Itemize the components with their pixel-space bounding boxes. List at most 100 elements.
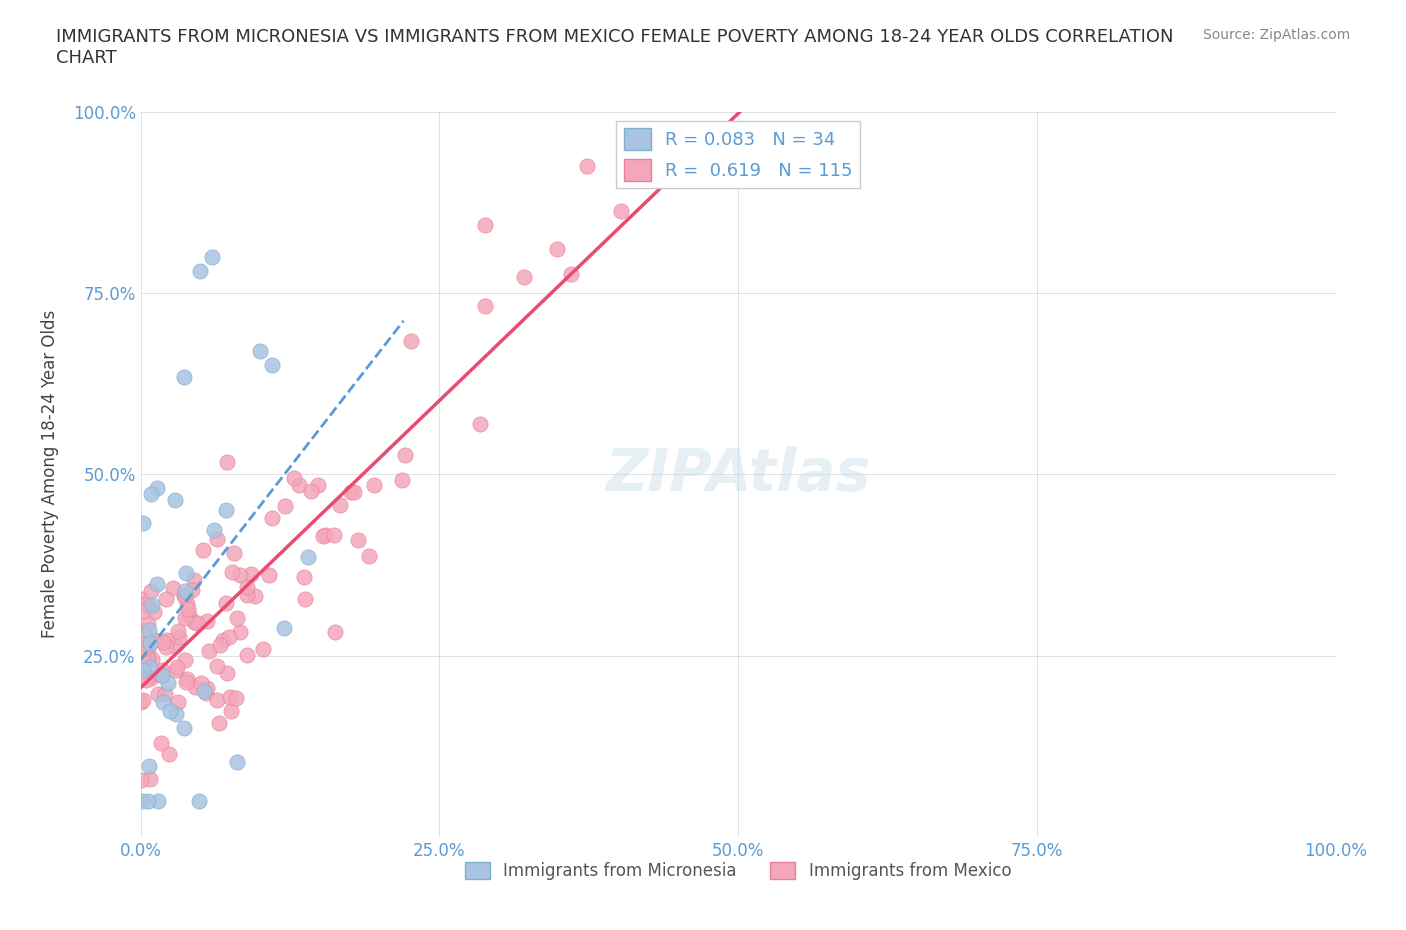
Immigrants from Mexico	[136, 617, 159, 631]
Immigrants from Mexico	[183, 615, 205, 630]
Immigrants from Mexico	[194, 685, 217, 700]
Immigrants from Mexico	[394, 447, 416, 462]
Immigrants from Micronesia	[141, 598, 163, 613]
Immigrants from Micronesia	[173, 370, 195, 385]
Immigrants from Micronesia	[132, 515, 155, 530]
Immigrants from Micronesia	[131, 793, 153, 808]
Immigrants from Mexico	[166, 660, 188, 675]
Immigrants from Mexico	[474, 218, 496, 232]
Immigrants from Mexico	[136, 670, 159, 684]
Immigrants from Mexico	[208, 716, 231, 731]
Immigrants from Mexico	[195, 681, 218, 696]
Immigrants from Mexico	[391, 472, 413, 487]
Legend: Immigrants from Micronesia, Immigrants from Mexico: Immigrants from Micronesia, Immigrants f…	[458, 856, 1018, 886]
Immigrants from Mexico	[141, 652, 163, 667]
Immigrants from Mexico	[207, 531, 229, 546]
Immigrants from Mexico	[129, 773, 152, 788]
Immigrants from Mexico	[174, 653, 197, 668]
Immigrants from Mexico	[150, 668, 173, 683]
Immigrants from Mexico	[129, 694, 152, 709]
Immigrants from Mexico	[292, 569, 315, 584]
Immigrants from Mexico	[134, 637, 156, 652]
Immigrants from Mexico	[301, 484, 323, 498]
Immigrants from Micronesia	[201, 249, 224, 264]
Immigrants from Mexico	[221, 565, 243, 579]
Immigrants from Mexico	[132, 653, 155, 668]
Immigrants from Mexico	[167, 695, 190, 710]
Immigrants from Mexico	[173, 589, 195, 604]
Text: Source: ZipAtlas.com: Source: ZipAtlas.com	[1202, 28, 1350, 42]
Immigrants from Mexico	[177, 601, 200, 616]
Immigrants from Mexico	[610, 204, 633, 219]
Immigrants from Micronesia	[141, 486, 163, 501]
Immigrants from Mexico	[212, 633, 235, 648]
Immigrants from Mexico	[219, 703, 242, 718]
Immigrants from Mexico	[138, 642, 160, 657]
Immigrants from Micronesia	[173, 720, 195, 735]
Immigrants from Mexico	[186, 616, 208, 631]
Immigrants from Mexico	[262, 511, 284, 525]
Immigrants from Micronesia	[152, 667, 174, 682]
Immigrants from Micronesia	[297, 550, 319, 565]
Y-axis label: Female Poverty Among 18-24 Year Olds: Female Poverty Among 18-24 Year Olds	[41, 311, 59, 638]
Immigrants from Mexico	[136, 651, 159, 666]
Immigrants from Micronesia	[165, 492, 187, 507]
Immigrants from Mexico	[252, 642, 274, 657]
Immigrants from Mexico	[157, 747, 180, 762]
Immigrants from Mexico	[165, 662, 187, 677]
Immigrants from Mexico	[143, 632, 166, 647]
Immigrants from Mexico	[152, 634, 174, 649]
Immigrants from Micronesia	[138, 759, 160, 774]
Immigrants from Micronesia	[138, 623, 160, 638]
Immigrants from Mexico	[560, 267, 582, 282]
Immigrants from Mexico	[229, 567, 252, 582]
Immigrants from Mexico	[180, 583, 202, 598]
Immigrants from Micronesia	[139, 659, 162, 674]
Immigrants from Mexico	[363, 478, 385, 493]
Immigrants from Micronesia	[273, 620, 295, 635]
Immigrants from Mexico	[236, 579, 259, 594]
Immigrants from Mexico	[167, 630, 190, 644]
Immigrants from Mexico	[236, 648, 259, 663]
Immigrants from Mexico	[132, 604, 155, 618]
Immigrants from Mexico	[146, 687, 169, 702]
Immigrants from Micronesia	[202, 523, 225, 538]
Immigrants from Micronesia	[193, 684, 215, 698]
Immigrants from Mexico	[179, 607, 201, 622]
Immigrants from Mexico	[134, 640, 156, 655]
Immigrants from Micronesia	[146, 577, 169, 591]
Immigrants from Mexico	[135, 672, 157, 687]
Immigrants from Mexico	[307, 478, 329, 493]
Immigrants from Mexico	[323, 624, 346, 639]
Immigrants from Mexico	[229, 624, 252, 639]
Immigrants from Micronesia	[156, 675, 179, 690]
Immigrants from Mexico	[288, 477, 311, 492]
Immigrants from Micronesia	[188, 264, 212, 279]
Immigrants from Mexico	[399, 334, 422, 349]
Immigrants from Mexico	[174, 675, 197, 690]
Immigrants from Mexico	[166, 624, 188, 639]
Immigrants from Mexico	[138, 597, 160, 612]
Immigrants from Micronesia	[188, 793, 211, 808]
Immigrants from Micronesia	[139, 635, 162, 650]
Immigrants from Mexico	[243, 589, 266, 604]
Immigrants from Mexico	[470, 417, 492, 432]
Immigrants from Micronesia	[173, 584, 195, 599]
Immigrants from Mexico	[135, 596, 157, 611]
Immigrants from Mexico	[240, 566, 263, 581]
Immigrants from Mexico	[131, 591, 153, 606]
Immigrants from Mexico	[513, 270, 536, 285]
Immigrants from Micronesia	[165, 707, 187, 722]
Immigrants from Micronesia	[174, 565, 197, 580]
Immigrants from Mexico	[163, 638, 186, 653]
Immigrants from Mexico	[191, 542, 214, 557]
Immigrants from Mexico	[155, 632, 177, 647]
Immigrants from Mexico	[235, 587, 257, 602]
Immigrants from Mexico	[183, 680, 205, 695]
Immigrants from Mexico	[197, 614, 219, 629]
Immigrants from Mexico	[283, 471, 305, 485]
Immigrants from Mexico	[575, 158, 598, 173]
Immigrants from Mexico	[343, 485, 366, 500]
Immigrants from Mexico	[207, 658, 229, 673]
Immigrants from Mexico	[346, 533, 368, 548]
